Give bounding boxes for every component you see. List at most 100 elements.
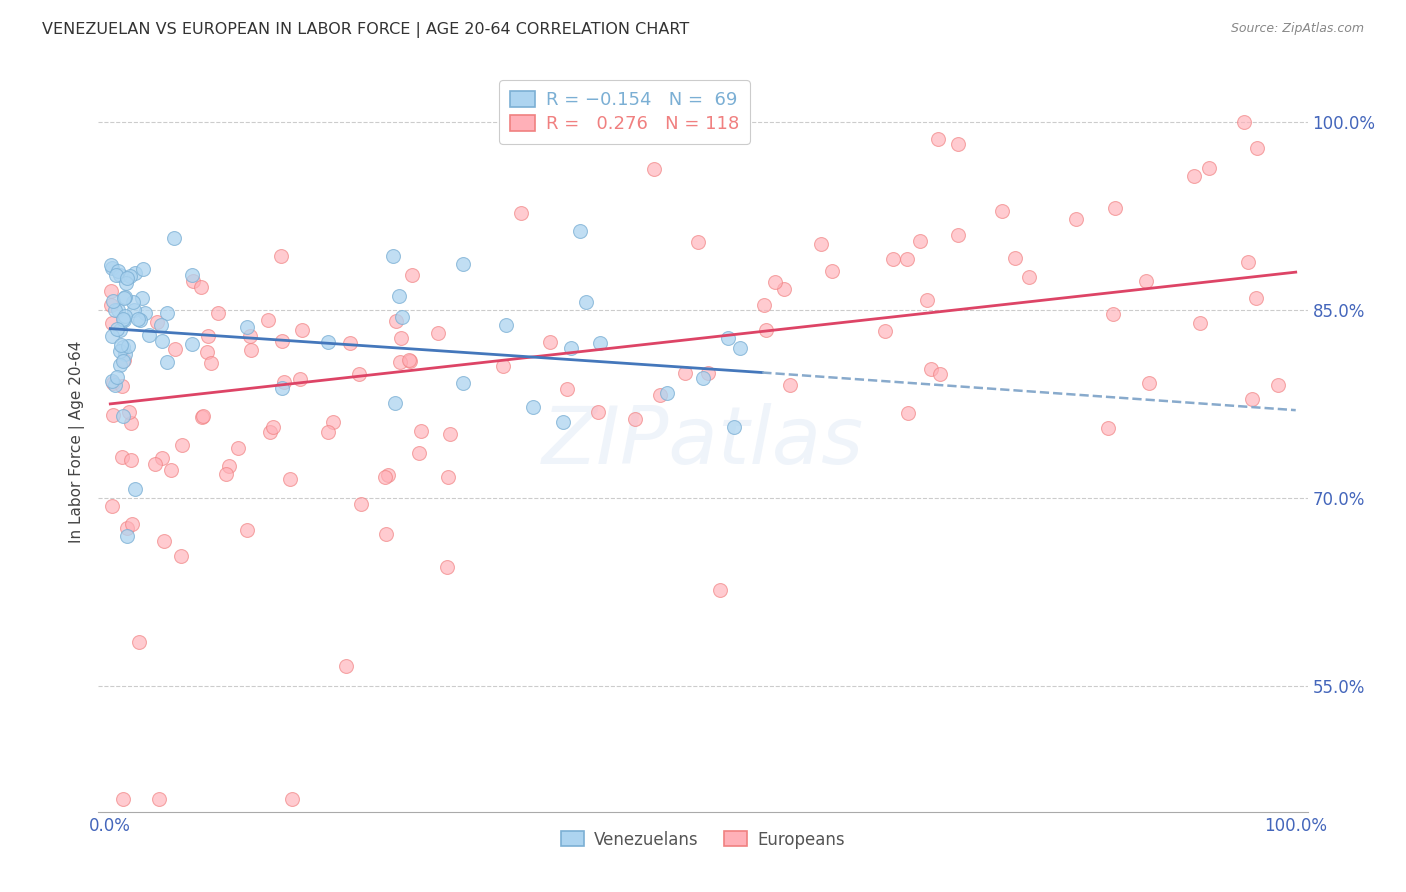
Text: Source: ZipAtlas.com: Source: ZipAtlas.com — [1230, 22, 1364, 36]
Point — [110, 323, 132, 337]
Point — [138, 328, 160, 343]
Point — [112, 311, 135, 326]
Point — [107, 264, 129, 278]
Point — [350, 497, 373, 511]
Point — [101, 374, 124, 388]
Point — [112, 340, 135, 354]
Point — [655, 385, 678, 400]
Point — [115, 521, 138, 535]
Legend: Venezuelans, Europeans: Venezuelans, Europeans — [554, 824, 852, 855]
Point — [1004, 251, 1026, 265]
Point — [150, 450, 173, 465]
Point — [112, 792, 135, 806]
Point — [111, 409, 134, 423]
Point — [875, 324, 897, 338]
Point — [318, 425, 340, 439]
Point — [263, 420, 285, 434]
Point — [335, 659, 357, 673]
Point — [257, 313, 280, 327]
Point — [510, 205, 533, 219]
Point — [190, 280, 212, 294]
Point — [134, 306, 156, 320]
Point — [896, 252, 918, 266]
Point — [281, 792, 304, 806]
Point — [451, 257, 474, 271]
Point — [495, 318, 517, 332]
Point — [388, 289, 411, 303]
Point — [322, 415, 344, 429]
Point — [773, 282, 796, 296]
Point — [820, 263, 842, 277]
Point — [492, 359, 515, 373]
Point — [1267, 377, 1289, 392]
Point — [160, 463, 183, 477]
Point — [1102, 307, 1125, 321]
Point — [717, 331, 740, 345]
Point — [105, 322, 128, 336]
Point — [150, 318, 173, 332]
Point — [316, 335, 339, 350]
Point — [291, 323, 314, 337]
Point — [105, 369, 128, 384]
Point — [401, 268, 423, 282]
Text: VENEZUELAN VS EUROPEAN IN LABOR FORCE | AGE 20-64 CORRELATION CHART: VENEZUELAN VS EUROPEAN IN LABOR FORCE | … — [42, 22, 689, 38]
Point — [117, 339, 139, 353]
Point — [575, 294, 598, 309]
Point — [754, 323, 776, 337]
Point — [946, 136, 969, 151]
Point — [1104, 201, 1126, 215]
Point — [1182, 169, 1205, 183]
Point — [271, 334, 294, 349]
Point — [112, 313, 135, 327]
Point — [207, 306, 229, 320]
Point — [897, 406, 920, 420]
Text: ZIPatlas: ZIPatlas — [541, 402, 865, 481]
Point — [374, 470, 396, 484]
Point — [1135, 274, 1157, 288]
Point — [100, 284, 122, 298]
Point — [153, 534, 176, 549]
Point — [586, 405, 609, 419]
Point — [391, 310, 413, 324]
Point — [1097, 421, 1119, 435]
Point — [730, 341, 752, 355]
Point — [101, 376, 124, 390]
Point — [120, 453, 142, 467]
Point — [103, 293, 125, 308]
Point — [218, 459, 240, 474]
Point — [1018, 270, 1040, 285]
Point — [686, 235, 709, 250]
Point — [108, 344, 131, 359]
Point — [946, 227, 969, 242]
Point — [180, 268, 202, 282]
Point — [347, 368, 370, 382]
Point — [197, 328, 219, 343]
Point — [122, 303, 145, 318]
Point — [1236, 255, 1258, 269]
Point — [100, 298, 122, 312]
Point — [375, 527, 398, 541]
Point — [436, 560, 458, 574]
Point — [110, 338, 132, 352]
Point — [588, 335, 610, 350]
Point — [270, 381, 292, 395]
Point — [170, 438, 193, 452]
Point — [709, 582, 731, 597]
Point — [1246, 141, 1268, 155]
Point — [120, 416, 142, 430]
Point — [278, 472, 301, 486]
Point — [104, 303, 127, 318]
Point — [388, 355, 411, 369]
Point — [215, 467, 238, 481]
Point — [624, 412, 647, 426]
Point — [910, 234, 932, 248]
Point — [643, 161, 665, 176]
Point — [408, 446, 430, 460]
Point — [290, 372, 312, 386]
Point — [692, 370, 714, 384]
Point — [128, 313, 150, 327]
Point — [696, 366, 718, 380]
Point — [100, 258, 122, 272]
Point — [111, 379, 134, 393]
Point — [928, 367, 950, 381]
